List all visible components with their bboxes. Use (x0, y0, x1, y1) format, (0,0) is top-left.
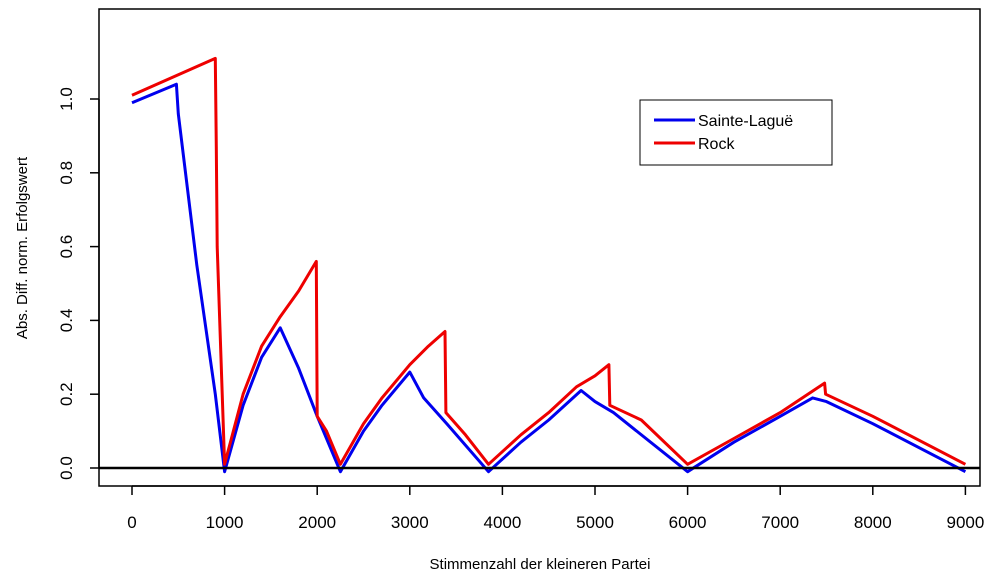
x-axis: 0 1000 2000 3000 4000 5000 6000 7000 8000 9000 (127, 485, 984, 532)
y-axis-title: Abs. Diff. norm. Erfolgswert (14, 156, 31, 339)
x-tick-label: 4000 (483, 513, 521, 532)
x-tick-label: 3000 (391, 513, 429, 532)
x-axis-title: Stimmenzahl der kleineren Partei (430, 556, 651, 573)
x-tick-label: 2000 (298, 513, 336, 532)
y-axis: 0.0 0.2 0.4 0.6 0.8 1.0 (57, 87, 100, 480)
y-tick-label: 0.2 (57, 382, 76, 406)
x-tick-label: 8000 (854, 513, 892, 532)
y-tick-label: 0.4 (57, 309, 76, 333)
y-tick-label: 0.0 (57, 456, 76, 480)
y-tick-label: 0.8 (57, 161, 76, 185)
series-line-rock (131, 56, 967, 466)
x-tick-label: 6000 (669, 513, 707, 532)
legend: Sainte-Laguë Rock (639, 99, 833, 166)
legend-box (639, 99, 833, 166)
plot-frame (98, 8, 981, 487)
legend-label-rock: Rock (698, 136, 735, 153)
series-layer (131, 56, 967, 474)
x-tick-label: 5000 (576, 513, 614, 532)
x-tick-label: 0 (127, 513, 136, 532)
x-tick-label: 1000 (206, 513, 244, 532)
y-tick-label: 0.6 (57, 235, 76, 259)
x-tick-label: 7000 (761, 513, 799, 532)
x-tick-label: 9000 (946, 513, 984, 532)
legend-label-sainte-lague: Sainte-Laguë (698, 113, 793, 130)
y-tick-label: 1.0 (57, 87, 76, 111)
